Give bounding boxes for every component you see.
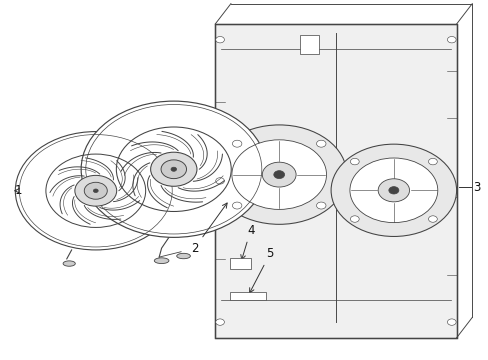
Ellipse shape [63, 261, 75, 266]
Bar [229, 258, 251, 269]
Circle shape [231, 140, 326, 210]
Circle shape [388, 186, 398, 194]
Circle shape [93, 189, 98, 193]
Circle shape [84, 182, 107, 199]
Circle shape [330, 144, 456, 237]
Circle shape [377, 179, 409, 202]
Bar [215, 24, 456, 338]
Circle shape [81, 101, 266, 237]
Circle shape [349, 158, 437, 222]
Circle shape [316, 202, 325, 209]
Circle shape [171, 167, 176, 171]
Ellipse shape [154, 258, 168, 264]
Circle shape [350, 158, 359, 165]
Circle shape [215, 319, 224, 325]
Circle shape [232, 140, 242, 147]
Text: 1: 1 [15, 184, 22, 197]
Circle shape [75, 175, 117, 206]
Bar [215, 24, 456, 338]
Bar [299, 35, 318, 54]
Circle shape [316, 140, 325, 147]
Circle shape [447, 319, 455, 325]
Circle shape [273, 171, 284, 179]
Circle shape [215, 178, 224, 184]
Circle shape [447, 36, 455, 43]
Circle shape [211, 125, 346, 224]
Text: 3: 3 [472, 181, 479, 194]
Circle shape [232, 202, 242, 209]
Text: 5: 5 [249, 247, 273, 293]
Circle shape [161, 160, 186, 179]
Circle shape [150, 152, 197, 186]
Ellipse shape [176, 253, 190, 259]
Circle shape [262, 162, 296, 187]
Bar [229, 292, 265, 300]
Circle shape [427, 158, 436, 165]
Text: 4: 4 [240, 224, 254, 260]
Circle shape [215, 36, 224, 43]
Circle shape [427, 216, 436, 222]
Circle shape [350, 216, 359, 222]
Circle shape [15, 132, 176, 250]
Text: 2: 2 [190, 203, 226, 255]
